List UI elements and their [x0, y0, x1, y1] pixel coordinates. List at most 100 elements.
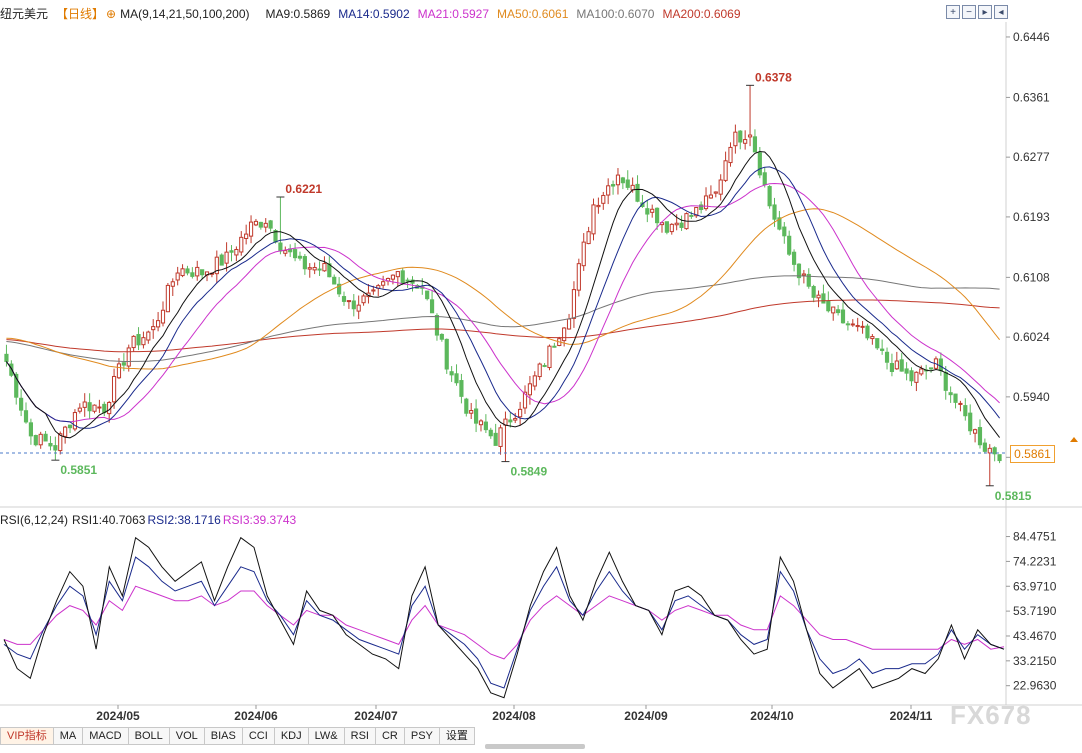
- main-y-tick-label: 0.6024: [1013, 330, 1050, 344]
- chart-canvas[interactable]: 0.6446 0.6361 0.6277 0.6193 0.6108 0.6024 0.59…: [0, 0, 1082, 727]
- candle-body: [327, 263, 332, 278]
- candle-body: [478, 420, 484, 426]
- ma9-line: [5, 150, 1000, 439]
- candle-body: [234, 248, 239, 256]
- candle-body: [875, 338, 880, 349]
- candle-body: [498, 427, 503, 447]
- tab-11[interactable]: PSY: [404, 727, 440, 745]
- candle-body: [821, 293, 826, 304]
- candle-body: [831, 306, 836, 314]
- candle-body: [679, 222, 684, 228]
- tab-10[interactable]: CR: [375, 727, 405, 745]
- candle-body: [292, 249, 298, 259]
- main-y-tick-label: 0.6277: [1013, 150, 1050, 164]
- candle-body: [708, 194, 714, 199]
- candle-body: [170, 281, 175, 287]
- candle-body: [884, 351, 890, 363]
- candle-body: [537, 363, 542, 378]
- candle-body: [894, 360, 899, 370]
- candle-body: [694, 206, 699, 217]
- candle-body: [165, 284, 170, 313]
- candle-body: [141, 337, 146, 346]
- candle-body: [806, 273, 811, 287]
- candle-body: [67, 424, 73, 429]
- candle-body: [351, 300, 356, 310]
- candle-body: [728, 146, 733, 164]
- tab-1[interactable]: MA: [53, 727, 84, 745]
- candle-body: [239, 236, 244, 253]
- candle-body: [97, 406, 102, 409]
- x-tick-label: 2024/05: [96, 709, 140, 723]
- candle-body: [395, 271, 400, 278]
- candle-body: [880, 348, 885, 351]
- candle-body: [43, 433, 48, 442]
- zoom-in-icon[interactable]: +: [946, 5, 960, 19]
- rsi-y-tick-label: 84.4751: [1013, 530, 1057, 544]
- horizontal-scrollbar[interactable]: [485, 744, 585, 749]
- candle-body: [571, 289, 577, 319]
- candle-body: [542, 364, 547, 367]
- candle-body: [19, 397, 24, 411]
- period-label[interactable]: 【日线】: [56, 7, 105, 21]
- candle-body: [4, 353, 9, 362]
- tab-5[interactable]: BIAS: [204, 727, 243, 745]
- candle-body: [102, 403, 107, 414]
- candle-body: [87, 402, 92, 412]
- tab-6[interactable]: CCI: [242, 727, 275, 745]
- candle-body: [889, 363, 895, 373]
- candle-body: [175, 272, 180, 281]
- candle-body: [444, 338, 449, 370]
- tab-4[interactable]: VOL: [169, 727, 205, 745]
- candle-body: [214, 256, 219, 275]
- candle-body: [405, 279, 410, 282]
- tab-7[interactable]: KDJ: [274, 727, 309, 745]
- indicator-tabs: VIP指标 MA MACD BOLL VOL BIAS CCI KDJ LW& RSI CR PSY 设…: [0, 727, 475, 745]
- candle-body: [160, 309, 166, 324]
- candle-body: [425, 290, 430, 300]
- x-tick-label: 2024/10: [750, 709, 794, 723]
- candle-body: [997, 454, 1002, 462]
- rsi-line-rsi2: [3, 556, 1005, 689]
- settings-icon[interactable]: ⊕: [106, 7, 117, 21]
- tab-2[interactable]: MACD: [83, 727, 129, 745]
- candle-body: [845, 323, 850, 326]
- tab-0[interactable]: VIP指标: [0, 727, 54, 745]
- candle-body: [146, 331, 151, 341]
- candle-body: [317, 268, 322, 271]
- candle-body: [116, 363, 122, 379]
- rsi-y-tick-label: 22.9630: [1013, 679, 1057, 693]
- candle-body: [469, 410, 474, 414]
- candle-body: [195, 266, 200, 277]
- candle-body: [840, 309, 846, 324]
- candle-body: [699, 204, 704, 210]
- x-tick-label: 2024/07: [354, 709, 398, 723]
- tab-9[interactable]: RSI: [344, 727, 376, 745]
- candle-body: [28, 422, 33, 437]
- candle-body: [904, 368, 909, 374]
- tab-3[interactable]: BOLL: [128, 727, 170, 745]
- candle-body: [718, 179, 723, 195]
- extreme-label: 0.5849: [510, 465, 547, 479]
- candle-body: [596, 204, 601, 208]
- candle-body: [297, 255, 303, 259]
- move-left-icon[interactable]: ◂: [994, 5, 1008, 19]
- candle-body: [77, 407, 82, 412]
- candle-body: [816, 294, 821, 299]
- extreme-label: 0.5851: [60, 463, 97, 477]
- candle-body: [278, 242, 283, 252]
- candle-body: [860, 325, 865, 328]
- candle-body: [332, 276, 337, 285]
- candle-body: [943, 371, 948, 391]
- move-right-icon[interactable]: ▸: [978, 5, 992, 19]
- candle-body: [987, 447, 992, 454]
- tab-8[interactable]: LW&: [308, 727, 345, 745]
- candle-body: [973, 429, 978, 434]
- candle-body: [126, 347, 131, 367]
- tab-12[interactable]: 设置: [439, 727, 475, 745]
- zoom-out-icon[interactable]: −: [962, 5, 976, 19]
- extreme-label: 0.5815: [995, 489, 1032, 503]
- rsi-y-tick-label: 63.9710: [1013, 579, 1057, 593]
- candle-body: [650, 208, 655, 213]
- candle-body: [958, 402, 963, 405]
- candle-body: [610, 184, 616, 187]
